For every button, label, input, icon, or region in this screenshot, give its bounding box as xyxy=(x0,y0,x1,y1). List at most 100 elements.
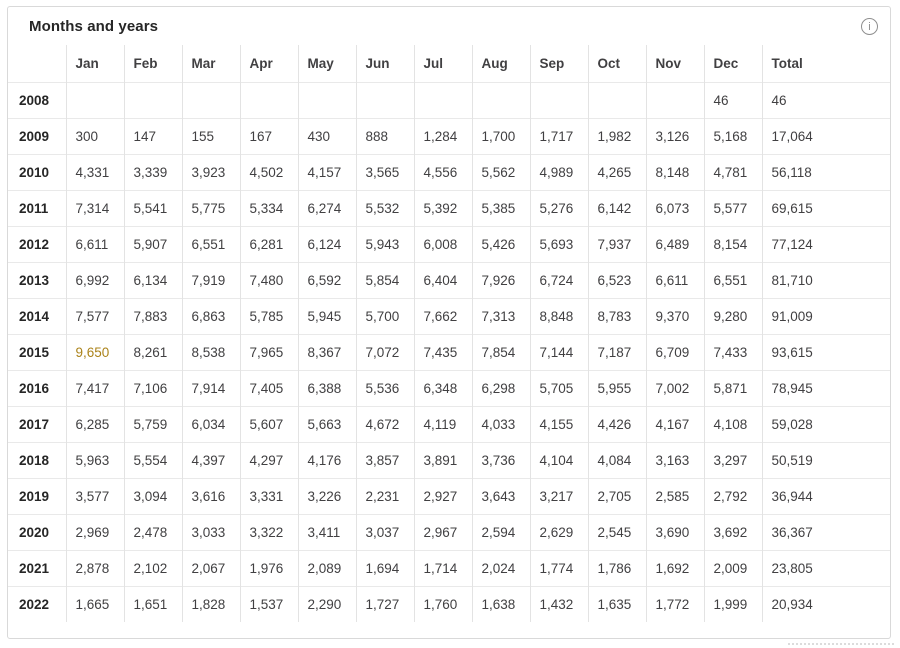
cell: 2,478 xyxy=(123,514,182,551)
table-row: 2013 6,992 6,134 7,919 7,480 6,592 5,854 6,404 7… xyxy=(8,262,890,299)
cell: 8,538 xyxy=(181,334,240,371)
cell: 5,943 xyxy=(355,226,414,263)
cell: 6,992 xyxy=(65,262,124,299)
cell: 1,665 xyxy=(65,586,124,622)
row-header-year: 2010 xyxy=(8,154,66,191)
cell: 2,024 xyxy=(471,550,530,587)
row-header-year: 2020 xyxy=(8,514,66,551)
months-years-table: Jan Feb Mar Apr May Jun Jul Aug Sep Oct Nov Dec Tota… xyxy=(8,45,890,622)
cell: 6,034 xyxy=(181,406,240,443)
table-row: 2018 5,963 5,554 4,397 4,297 4,176 3,857 3,891 3… xyxy=(8,442,890,479)
cell: 5,907 xyxy=(123,226,182,263)
table-row: 2019 3,577 3,094 3,616 3,331 3,226 2,231 2,927 3… xyxy=(8,478,890,515)
cell: 5,541 xyxy=(123,190,182,227)
cell xyxy=(239,82,298,119)
row-header-year: 2017 xyxy=(8,406,66,443)
column-header-blank xyxy=(8,45,66,83)
cell: 1,700 xyxy=(471,118,530,155)
cell: 6,404 xyxy=(413,262,472,299)
cell: 1,727 xyxy=(355,586,414,622)
column-header: Mar xyxy=(181,45,240,83)
row-header-year: 2014 xyxy=(8,298,66,335)
cell: 2,927 xyxy=(413,478,472,515)
cell: 430 xyxy=(297,118,356,155)
cell: 2,290 xyxy=(297,586,356,622)
cell: 4,119 xyxy=(413,406,472,443)
cell: 1,774 xyxy=(529,550,588,587)
cell: 4,033 xyxy=(471,406,530,443)
cell: 1,651 xyxy=(123,586,182,622)
cell: 5,785 xyxy=(239,298,298,335)
table-header-row: Jan Feb Mar Apr May Jun Jul Aug Sep Oct Nov Dec Tota… xyxy=(8,45,890,83)
cell: 1,537 xyxy=(239,586,298,622)
cell xyxy=(65,82,124,119)
cell: 3,163 xyxy=(645,442,704,479)
cell: 6,592 xyxy=(297,262,356,299)
cell: 4,084 xyxy=(587,442,646,479)
cell xyxy=(355,82,414,119)
cell: 7,072 xyxy=(355,334,414,371)
cell: 155 xyxy=(181,118,240,155)
cropped-bottom-artifact xyxy=(788,643,894,648)
table-row: 2009 300 147 155 167 430 888 1,284 1,700 1,717 1,9… xyxy=(8,118,890,155)
cell: 2,594 xyxy=(471,514,530,551)
cell: 6,274 xyxy=(297,190,356,227)
cell: 1,772 xyxy=(645,586,704,622)
cell: 3,033 xyxy=(181,514,240,551)
cell: 1,982 xyxy=(587,118,646,155)
cell: 5,532 xyxy=(355,190,414,227)
cell: 8,783 xyxy=(587,298,646,335)
cell: 147 xyxy=(123,118,182,155)
cell: 3,923 xyxy=(181,154,240,191)
cell: 7,433 xyxy=(703,334,762,371)
card-title: Months and years xyxy=(29,18,159,35)
cell: 7,313 xyxy=(471,298,530,335)
cell: 5,854 xyxy=(355,262,414,299)
cell: 6,281 xyxy=(239,226,298,263)
info-icon[interactable]: i xyxy=(861,18,878,35)
column-header: Total xyxy=(761,45,890,83)
cell: 5,759 xyxy=(123,406,182,443)
column-header: Nov xyxy=(645,45,704,83)
cell: 2,705 xyxy=(587,478,646,515)
cell: 7,002 xyxy=(645,370,704,407)
cell: 6,298 xyxy=(471,370,530,407)
cell: 4,331 xyxy=(65,154,124,191)
cell: 20,934 xyxy=(761,586,890,622)
cell: 59,028 xyxy=(761,406,890,443)
cell: 4,265 xyxy=(587,154,646,191)
table-row: 2011 7,314 5,541 5,775 5,334 6,274 5,532 5,392 5… xyxy=(8,190,890,227)
cell: 6,348 xyxy=(413,370,472,407)
card-header: Months and years i xyxy=(8,7,890,45)
cell: 5,693 xyxy=(529,226,588,263)
cell: 3,339 xyxy=(123,154,182,191)
cell: 8,261 xyxy=(123,334,182,371)
cell: 3,094 xyxy=(123,478,182,515)
cell: 6,008 xyxy=(413,226,472,263)
cell: 1,284 xyxy=(413,118,472,155)
row-header-year: 2008 xyxy=(8,82,66,119)
cell: 7,144 xyxy=(529,334,588,371)
cell: 56,118 xyxy=(761,154,890,191)
cell: 1,694 xyxy=(355,550,414,587)
highlighted-cell: 9,650 xyxy=(65,334,124,371)
cell: 17,064 xyxy=(761,118,890,155)
cell: 888 xyxy=(355,118,414,155)
cell: 5,562 xyxy=(471,154,530,191)
cell: 5,392 xyxy=(413,190,472,227)
cell: 6,523 xyxy=(587,262,646,299)
table-row: 2015 9,650 8,261 8,538 7,965 8,367 7,072 7,435 7… xyxy=(8,334,890,371)
cell: 3,736 xyxy=(471,442,530,479)
cell: 93,615 xyxy=(761,334,890,371)
cell: 4,989 xyxy=(529,154,588,191)
cell: 7,662 xyxy=(413,298,472,335)
cell: 2,231 xyxy=(355,478,414,515)
row-header-year: 2012 xyxy=(8,226,66,263)
cell: 46 xyxy=(761,82,890,119)
cell: 7,187 xyxy=(587,334,646,371)
cell: 300 xyxy=(65,118,124,155)
cell: 1,714 xyxy=(413,550,472,587)
row-header-year: 2016 xyxy=(8,370,66,407)
cell: 4,672 xyxy=(355,406,414,443)
cell: 5,385 xyxy=(471,190,530,227)
